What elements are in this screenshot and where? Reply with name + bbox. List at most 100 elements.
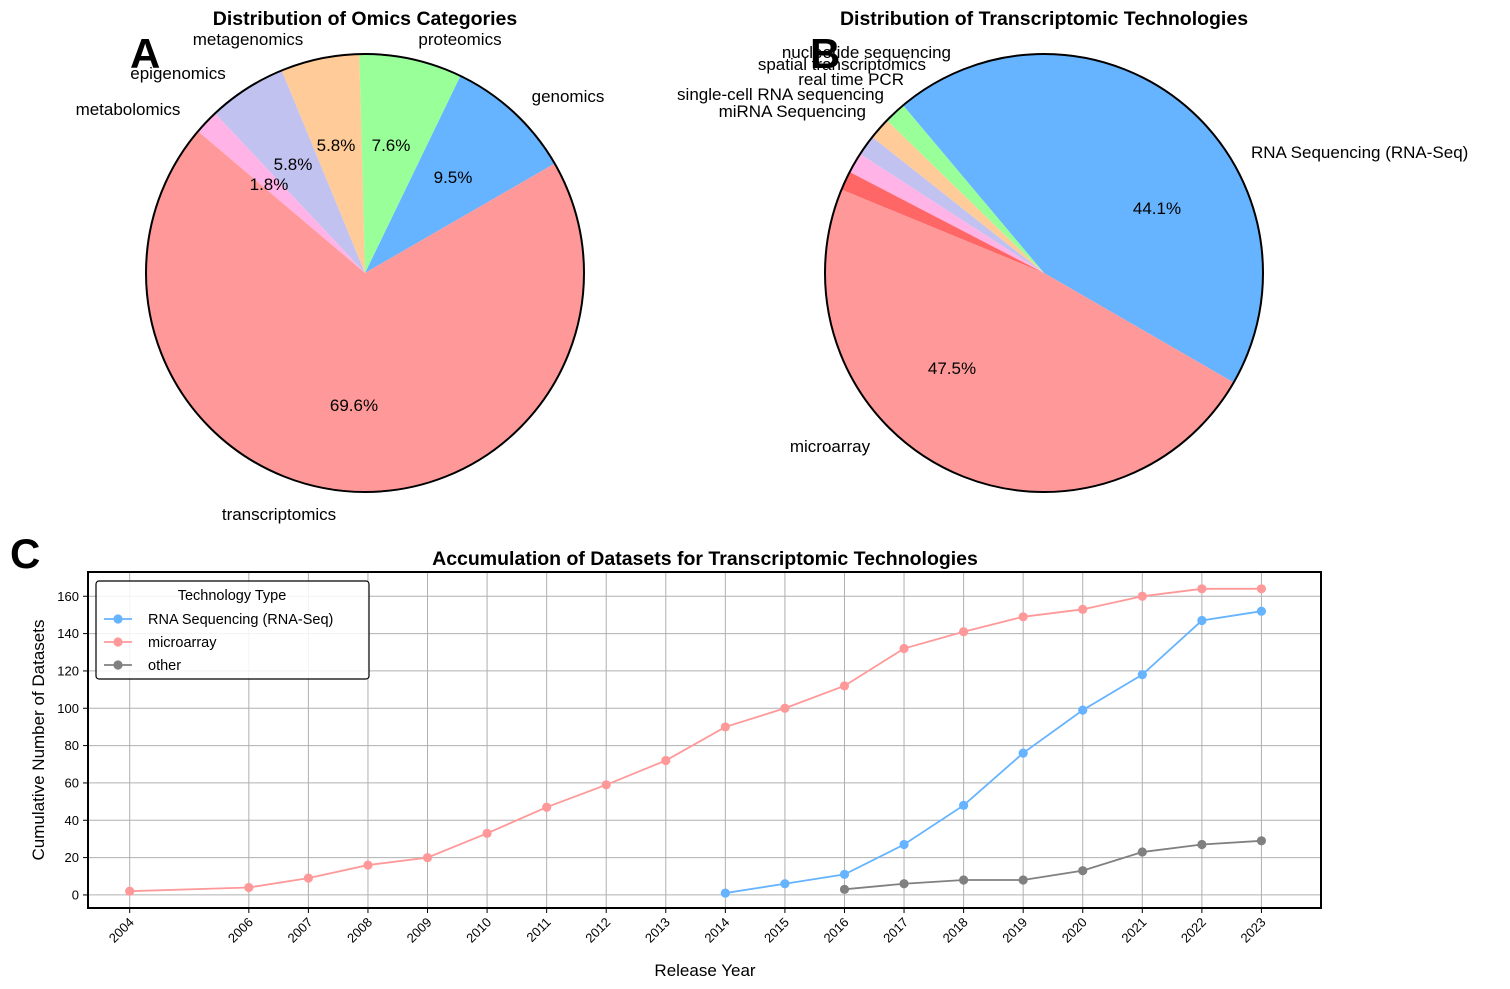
y-axis-label: Cumulative Number of Datasets <box>29 620 48 861</box>
slice-label-transcriptomics: transcriptomics <box>222 505 336 524</box>
data-point-other <box>1256 836 1267 846</box>
x-tick-label: 2004 <box>106 915 137 946</box>
series-line-rna-sequencing-rna-seq <box>725 610 1262 894</box>
x-axis-label: Release Year <box>654 961 755 980</box>
data-point-microarray <box>542 802 552 812</box>
pie-slice-nucleotide-sequencing <box>886 105 1044 273</box>
plot-frame <box>87 571 1322 909</box>
pie-slice-real-time-pcr <box>860 137 1044 273</box>
legend: Technology Type RNA Sequencing (RNA-Seq) m… <box>95 580 370 680</box>
y-tick-label: 100 <box>57 701 79 716</box>
pie-slice-metabolomics <box>198 113 365 274</box>
legend-title: Technology Type <box>178 588 287 604</box>
data-point-microarray <box>780 703 790 713</box>
y-tick-label: 40 <box>65 813 79 828</box>
legend-box <box>95 580 370 680</box>
data-point-rna-sequencing-rna-seq <box>780 879 790 889</box>
data-point-other <box>1018 875 1028 885</box>
pie-a-border <box>145 53 585 493</box>
slice-pct-epigenomics: 5.8% <box>274 155 313 174</box>
data-point-other <box>1197 839 1207 850</box>
panel-letter-b: B <box>810 30 840 77</box>
data-point-microarray <box>601 780 611 790</box>
data-point-microarray <box>720 722 730 732</box>
slice-label-genomics: genomics <box>532 87 605 106</box>
x-tick-label: 2015 <box>761 915 792 946</box>
line-chart-accumulation: Accumulation of Datasets for Transcripto… <box>29 548 1322 980</box>
pie-slice-genomics <box>365 75 555 273</box>
pie-b-title: Distribution of Transcriptomic Technolog… <box>840 8 1248 30</box>
slice-label-mirna-sequencing: miRNA Sequencing <box>719 102 866 121</box>
pie-slice-metagenomics <box>281 54 365 273</box>
x-tick-label: 2008 <box>344 915 375 946</box>
slice-pct-proteomics: 7.6% <box>372 136 411 155</box>
data-point-rna-sequencing-rna-seq <box>839 869 850 880</box>
x-tick-label: 2023 <box>1237 915 1268 946</box>
data-point-microarray <box>303 873 313 883</box>
slice-pct-metagenomics: 5.8% <box>317 136 356 155</box>
legend-marker-microarray <box>113 637 123 647</box>
x-tick-label: 2007 <box>284 915 315 946</box>
x-tick-label: 2013 <box>642 915 673 946</box>
y-tick-label: 140 <box>57 626 79 641</box>
series-line-other <box>844 839 1262 891</box>
legend-marker-other <box>113 660 123 670</box>
data-point-rna-sequencing-rna-seq <box>1197 615 1207 626</box>
pie-slice-transcriptomics <box>145 131 584 492</box>
x-tick-label: 2017 <box>880 915 911 946</box>
data-point-microarray <box>959 627 969 637</box>
slice-label-spatial-transcriptomics: spatial transcriptomics <box>758 55 926 74</box>
data-point-microarray <box>422 853 433 863</box>
pie-slice-proteomics <box>359 53 461 273</box>
data-point-other <box>899 879 909 889</box>
data-point-other <box>1078 866 1088 876</box>
data-point-microarray <box>125 886 135 896</box>
y-tick-label: 20 <box>65 850 79 865</box>
data-point-microarray <box>1197 584 1207 594</box>
y-tick-label: 60 <box>65 775 79 790</box>
y-tick-label: 80 <box>65 738 79 753</box>
slice-pct-rna-sequencing-rna-seq: 44.1% <box>1133 199 1181 218</box>
data-point-rna-sequencing-rna-seq <box>1137 670 1147 680</box>
data-point-microarray <box>1078 604 1088 614</box>
x-tick-label: 2022 <box>1178 915 1209 946</box>
data-point-other <box>959 875 969 885</box>
x-tick-label: 2018 <box>940 915 971 946</box>
slice-label-proteomics: proteomics <box>418 30 501 49</box>
x-tick-label: 2016 <box>821 915 852 946</box>
y-tick-label: 0 <box>72 887 79 902</box>
x-tick-label: 2014 <box>701 915 732 946</box>
data-point-rna-sequencing-rna-seq <box>959 800 969 810</box>
slice-pct-genomics: 9.5% <box>434 168 473 187</box>
pie-slice-microarray <box>824 189 1234 493</box>
panel-letter-c: C <box>10 530 40 577</box>
data-point-microarray <box>1018 612 1028 622</box>
slice-label-epigenomics: epigenomics <box>130 64 225 83</box>
slice-label-single-cell-rna-sequencing: single-cell RNA sequencing <box>677 85 884 104</box>
x-tick-label: 2006 <box>225 915 256 946</box>
panel-letter-a: A <box>130 30 160 77</box>
legend-label-other: other <box>148 658 181 674</box>
data-point-rna-sequencing-rna-seq <box>720 888 730 898</box>
data-point-other <box>839 884 850 894</box>
slice-pct-microarray: 47.5% <box>928 359 976 378</box>
x-tick-label: 2010 <box>463 915 494 946</box>
pie-slice-spatial-transcriptomics <box>872 120 1044 273</box>
x-tick-label: 2020 <box>1059 915 1090 946</box>
pie-chart-transcriptomic-technologies: Distribution of Transcriptomic Technolog… <box>677 8 1468 493</box>
data-point-rna-sequencing-rna-seq <box>1256 606 1267 616</box>
x-tick-label: 2011 <box>523 915 553 945</box>
x-tick-label: 2021 <box>1118 915 1149 946</box>
data-point-microarray <box>1137 591 1147 601</box>
data-point-microarray <box>661 755 671 766</box>
slice-pct-transcriptomics: 69.6% <box>330 396 378 415</box>
data-point-microarray <box>839 681 850 691</box>
data-point-microarray <box>244 882 254 893</box>
slice-label-nucleotide-sequencing: nucleotide sequencing <box>782 43 951 62</box>
pie-chart-omics: Distribution of Omics Categories genomic… <box>76 8 605 524</box>
line-chart-title: Accumulation of Datasets for Transcripto… <box>432 548 978 570</box>
slice-label-microarray: microarray <box>790 437 871 456</box>
x-tick-label: 2012 <box>582 915 613 946</box>
y-tick-label: 120 <box>57 663 79 678</box>
slice-pct-metabolomics: 1.8% <box>250 175 289 194</box>
